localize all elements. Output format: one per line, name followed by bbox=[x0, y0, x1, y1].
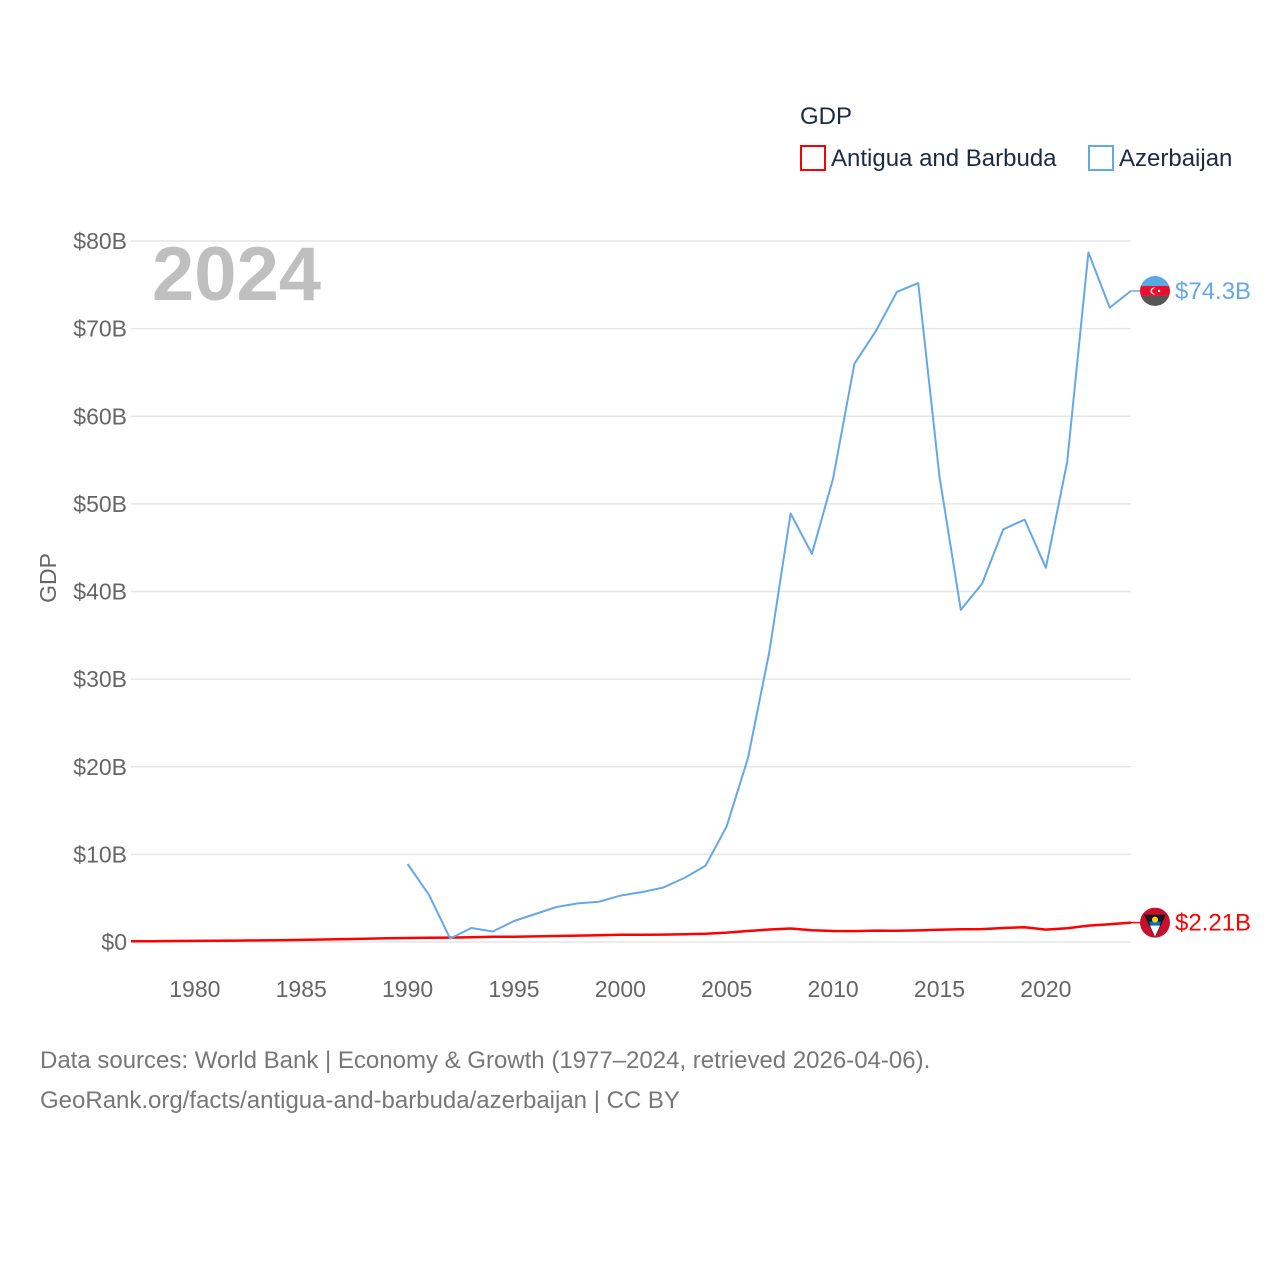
source-link[interactable]: GeoRank.org/facts/antigua-and-barbuda/az… bbox=[40, 1087, 680, 1114]
x-tick-label: 2005 bbox=[701, 976, 752, 1002]
y-tick-label: $0 bbox=[101, 929, 127, 955]
y-tick-label: $30B bbox=[73, 666, 127, 692]
x-tick-label: 2020 bbox=[1020, 976, 1071, 1002]
azerbaijan-flag-icon bbox=[1140, 275, 1170, 306]
x-axis-tick-labels: 1980 1985 1990 1995 2000 2005 2010 2015 2020 bbox=[169, 976, 1071, 1002]
y-tick-label: $50B bbox=[73, 491, 127, 517]
x-tick-label: 1985 bbox=[276, 976, 327, 1002]
y-tick-label: $60B bbox=[73, 403, 127, 429]
year-watermark: 2024 bbox=[152, 232, 321, 317]
y-tick-label: $40B bbox=[73, 579, 127, 605]
y-tick-label: $20B bbox=[73, 754, 127, 780]
y-axis-title: GDP bbox=[35, 553, 61, 603]
legend-label-azerbaijan: Azerbaijan bbox=[1119, 145, 1232, 172]
legend-item-azerbaijan[interactable]: Azerbaijan bbox=[1088, 145, 1232, 172]
y-tick-label: $70B bbox=[73, 316, 127, 342]
x-tick-label: 2015 bbox=[914, 976, 965, 1002]
legend-title: GDP bbox=[800, 103, 852, 130]
legend: GDP Antigua and Barbuda Azerbaijan bbox=[800, 103, 1232, 172]
y-tick-label: $10B bbox=[73, 841, 127, 867]
end-value-label-azerbaijan: $74.3B bbox=[1175, 278, 1251, 305]
legend-swatch-antigua bbox=[800, 145, 826, 171]
legend-swatch-azerbaijan bbox=[1088, 145, 1114, 171]
legend-label-antigua: Antigua and Barbuda bbox=[831, 145, 1057, 172]
y-gridlines bbox=[131, 240, 1131, 943]
x-tick-label: 1990 bbox=[382, 976, 433, 1002]
series-lines bbox=[130, 251, 1132, 943]
y-axis-tick-labels: $0 $10B $20B $30B $40B $50B $60B $70B $80B bbox=[73, 228, 127, 955]
series-line-azerbaijan bbox=[406, 251, 1132, 940]
series-line-antigua bbox=[130, 921, 1132, 943]
source-line-1: Data sources: World Bank | Economy & Gro… bbox=[40, 1047, 930, 1074]
end-value-label-antigua: $2.21B bbox=[1175, 910, 1251, 937]
x-tick-label: 1980 bbox=[169, 976, 220, 1002]
x-tick-label: 2010 bbox=[808, 976, 859, 1002]
legend-item-antigua[interactable]: Antigua and Barbuda bbox=[800, 145, 1057, 172]
y-tick-label: $80B bbox=[73, 228, 127, 254]
antigua-flag-icon bbox=[1140, 907, 1170, 938]
x-tick-label: 1995 bbox=[488, 976, 539, 1002]
x-tick-label: 2000 bbox=[595, 976, 646, 1002]
series-end-markers: $2.21B $74.3B bbox=[1131, 275, 1251, 938]
